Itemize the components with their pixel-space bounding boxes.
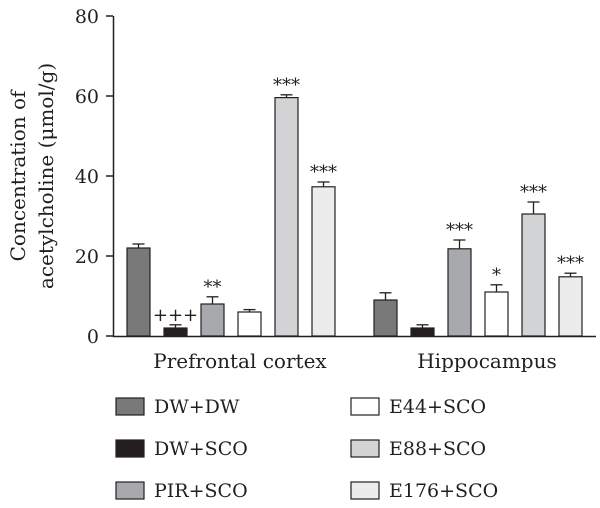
- bar-e88-sco-0: [274, 96, 299, 337]
- bar-e176-sco-1: [558, 276, 583, 337]
- bar-e176-sco-0: [311, 186, 336, 337]
- legend-label: PIR+SCO: [154, 480, 248, 502]
- significance-label: ***: [310, 162, 337, 183]
- legend-label: E88+SCO: [389, 438, 486, 460]
- category-label-hippocampus: Hippocampus: [417, 349, 557, 373]
- y-tick-label: 0: [87, 326, 99, 348]
- y-tick-label: 80: [75, 6, 99, 28]
- bar-e88-sco-1: [521, 213, 546, 337]
- significance-label: *: [492, 265, 501, 286]
- bar-e44-sco-0: [237, 311, 262, 337]
- y-axis-label-line2: acetylcholine (μmol/g): [34, 63, 58, 289]
- bar-dw-dw-1: [373, 299, 398, 337]
- bar-pir-sco-1: [447, 248, 472, 337]
- bar-dw-sco-0: [163, 327, 188, 337]
- significance-label: ***: [557, 253, 584, 274]
- y-axis-label-line1: Concentration of: [6, 89, 30, 261]
- significance-label: ***: [520, 182, 547, 203]
- y-tick-label: 20: [75, 246, 99, 268]
- legend-swatch-dw-sco: [115, 439, 145, 458]
- y-axis: 0 20 40 60 80: [75, 6, 113, 348]
- significance-label: **: [204, 277, 222, 298]
- legend: DW+DW DW+SCO PIR+SCO E44+SCO E88+SCO E176+SCO: [115, 396, 498, 502]
- legend-label: DW+DW: [154, 396, 240, 418]
- legend-label: E176+SCO: [389, 480, 498, 502]
- significance-label: ***: [273, 75, 300, 96]
- bar-dw-dw-0: [126, 247, 151, 337]
- legend-swatch-e44-sco: [350, 397, 380, 416]
- significance-label: ***: [446, 220, 473, 241]
- legend-label: DW+SCO: [154, 438, 248, 460]
- y-tick-label: 40: [75, 166, 99, 188]
- category-label-prefrontal-cortex: Prefrontal cortex: [153, 349, 327, 373]
- legend-label: E44+SCO: [389, 396, 486, 418]
- plot-area: +++******************: [126, 75, 584, 337]
- legend-swatch-dw-dw: [115, 397, 145, 416]
- significance-label: +++: [153, 305, 198, 326]
- bar-dw-sco-1: [410, 327, 435, 337]
- legend-swatch-e176-sco: [350, 481, 380, 500]
- bar-pir-sco-0: [200, 303, 225, 337]
- legend-swatch-pir-sco: [115, 481, 145, 500]
- legend-swatch-e88-sco: [350, 439, 380, 458]
- y-tick-label: 60: [75, 86, 99, 108]
- bar-e44-sco-1: [484, 291, 509, 337]
- y-axis-label: Concentration of acetylcholine (μmol/g): [6, 63, 58, 289]
